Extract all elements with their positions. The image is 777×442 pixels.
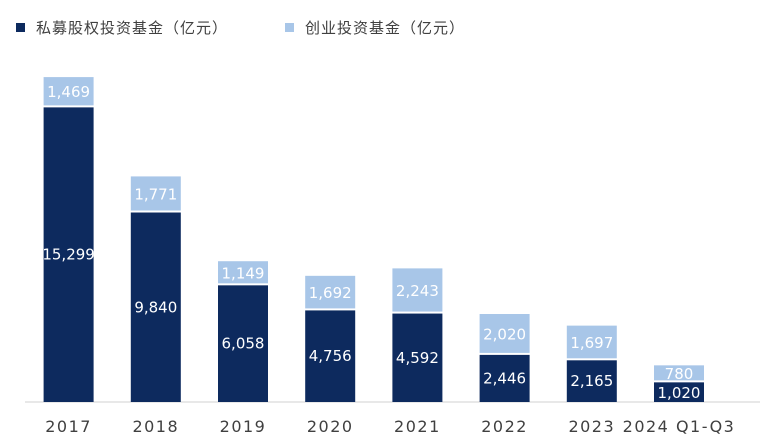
data-label-series-0: 4,756	[309, 347, 352, 365]
bar-2023-series-1	[566, 325, 617, 359]
bar-2020-series-0	[305, 310, 356, 402]
legend-swatch-series-0	[16, 23, 25, 32]
bar-2021-series-1	[392, 268, 443, 312]
x-tick-label: 2024 Q1-Q3	[623, 417, 736, 436]
bar-2019-series-0	[218, 285, 268, 402]
bars: 15,299 1,469 9,840 1,771 6,058 1,149 4,756 1,69…	[42, 77, 704, 402]
x-tick-label: 2017	[45, 417, 92, 436]
legend-label-series-0: 私募股权投资基金（亿元）	[36, 19, 228, 37]
legend-swatch-series-1	[285, 23, 294, 32]
x-tick-label: 2019	[220, 417, 267, 436]
bar-2020-series-1	[305, 275, 356, 309]
x-axis-ticks: 2017 2018 2019 2020 2021 2022 2023 2024 Q1-Q3	[45, 417, 736, 436]
data-label-series-0: 9,840	[134, 298, 177, 316]
data-label-series-0: 1,020	[658, 384, 701, 402]
data-label-series-1: 1,469	[47, 83, 90, 101]
x-tick-label: 2022	[481, 417, 528, 436]
bar-2017-series-1	[43, 77, 94, 106]
data-label-series-1: 2,020	[483, 325, 526, 343]
x-tick-label: 2021	[394, 417, 441, 436]
data-label-series-1: 780	[665, 365, 694, 383]
data-label-series-0: 4,592	[396, 349, 439, 367]
bar-2022-series-0	[479, 354, 530, 402]
bar-2019-series-1	[218, 261, 268, 284]
data-label-series-1: 2,243	[396, 282, 439, 300]
data-label-series-1: 1,692	[309, 284, 352, 302]
bar-2017-series-0	[43, 107, 94, 402]
bar-2024-Q1-Q3-series-1	[654, 365, 704, 381]
x-tick-label: 2023	[568, 417, 615, 436]
bar-2024-Q1-Q3-series-0	[654, 382, 704, 402]
bar-2018-series-1	[130, 176, 181, 211]
legend: 私募股权投资基金（亿元） 创业投资基金（亿元）	[16, 19, 465, 37]
bar-2021-series-0	[392, 313, 443, 402]
data-label-series-0: 15,299	[42, 246, 95, 264]
bar-2022-series-1	[479, 313, 530, 353]
data-label-series-1: 1,697	[570, 334, 613, 352]
data-label-series-1: 1,771	[134, 185, 177, 203]
data-label-series-1: 1,149	[222, 264, 265, 282]
data-label-series-0: 6,058	[222, 335, 265, 353]
x-tick-label: 2020	[307, 417, 354, 436]
legend-label-series-1: 创业投资基金（亿元）	[305, 19, 465, 37]
x-tick-label: 2018	[132, 417, 179, 436]
data-label-series-0: 2,165	[570, 372, 613, 390]
data-label-series-0: 2,446	[483, 369, 526, 387]
bar-2018-series-0	[130, 212, 181, 402]
bar-2023-series-0	[566, 360, 617, 402]
